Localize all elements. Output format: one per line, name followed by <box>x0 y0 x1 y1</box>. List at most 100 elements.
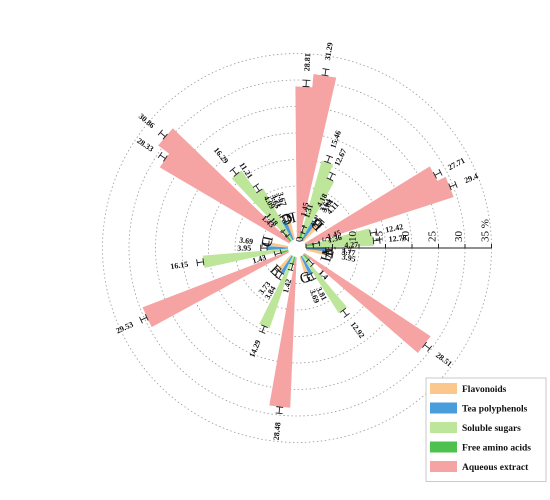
value-label-free-amino-acids-i: 1.31 <box>302 203 315 219</box>
value-label-free-amino-acids-e: 1.42 <box>281 278 293 294</box>
value-label-free-amino-acids-a: 1.45 <box>326 228 342 241</box>
bar-soluble-sugars-e <box>259 256 295 329</box>
error-bar-flavonoids-d <box>262 242 269 245</box>
category-label-a: A <box>319 246 337 259</box>
error-bar-aqueous-extract-c <box>159 154 166 159</box>
error-cap-flavonoids-e <box>271 272 278 278</box>
error-cap-inner-aqueous-extract-a <box>432 172 437 179</box>
error-bar-aqueous-extract-g <box>424 344 430 350</box>
error-cap-aqueous-extract-k <box>157 129 163 136</box>
error-cap-soluble-sugars-e <box>258 330 266 334</box>
error-cap-inner-aqueous-extract-c <box>163 155 168 162</box>
error-cap-aqueous-extract-h <box>454 181 458 188</box>
error-bar-tea-polyphenols-k <box>281 216 286 223</box>
axis-tick-label-10: 10 <box>347 231 359 243</box>
error-cap-inner-flavonoids-i <box>314 222 321 228</box>
error-cap-inner-aqueous-extract-g <box>422 341 428 348</box>
axis-tick-label-5: 5 <box>321 236 333 242</box>
error-cap-inner-aqueous-extract-i <box>321 74 329 77</box>
error-bar-aqueous-extract-a <box>434 171 441 176</box>
bar-tea-polyphenols-i <box>301 223 315 241</box>
value-label-flavonoids-d: 3.69 <box>239 235 254 246</box>
bar-flavonoids-g <box>299 256 309 276</box>
legend-label-tea-polyphenols: Tea polyphenols <box>462 405 528 415</box>
axis-tick-label-30: 30 <box>453 231 465 243</box>
error-cap-inner-aqueous-extract-k <box>162 133 168 140</box>
error-bar-flavonoids-c <box>282 215 287 222</box>
bar-tea-polyphenols-d <box>267 246 289 251</box>
error-bar-free-amino-acids-i <box>301 226 305 233</box>
bar-free-amino-acids-h <box>305 243 313 247</box>
value-label-soluble-sugars-c: 16.29 <box>212 146 230 166</box>
error-cap-flavonoids-d <box>261 239 264 247</box>
bar-tea-polyphenols-k <box>283 221 294 241</box>
error-bar-soluble-sugars-a <box>370 231 377 234</box>
error-bar-flavonoids-g <box>306 274 310 281</box>
error-bar-flavonoids-e <box>274 270 280 276</box>
error-bar-aqueous-extract-e <box>278 406 281 414</box>
error-cap-aqueous-extract-a <box>438 169 443 176</box>
bar-aqueous-extract-i <box>297 73 337 240</box>
bar-free-amino-acids-g <box>302 253 310 261</box>
error-cap-soluble-sugars-h <box>378 236 381 244</box>
value-label-aqueous-extract-c: 28.33 <box>135 136 155 154</box>
error-cap-inner-soluble-sugars-e <box>261 324 268 328</box>
bar-soluble-sugars-g <box>301 254 347 314</box>
value-label-flavonoids-g: 3.69 <box>308 288 321 304</box>
error-cap-soluble-sugars-d <box>196 259 199 267</box>
axis-tick-label-25: 25 <box>427 231 439 243</box>
error-cap-tea-polyphenols-g <box>310 277 318 282</box>
legend-label-free-amino-acids: Free amino acids <box>462 444 531 454</box>
axis-tick-label-15: 15 <box>374 231 386 243</box>
error-bar-flavonoids-h <box>326 253 333 256</box>
error-cap-soluble-sugars-i <box>329 171 337 176</box>
value-label-flavonoids-h: 3.95 <box>341 252 356 264</box>
value-label-soluble-sugars-h: 12.78 <box>388 233 407 244</box>
error-bar-soluble-sugars-i <box>329 173 334 180</box>
error-bar-tea-polyphenols-i <box>312 218 317 225</box>
bar-free-amino-acids-e <box>291 256 296 265</box>
value-label-aqueous-extract-a: 27.71 <box>446 156 466 172</box>
bar-flavonoids-e <box>277 254 292 272</box>
error-bar-soluble-sugars-c <box>232 169 237 175</box>
error-cap-soluble-sugars-g <box>343 313 350 318</box>
value-label-flavonoids-k: 3.67 <box>276 191 289 207</box>
bar-soluble-sugars-a <box>305 228 372 247</box>
value-label-aqueous-extract-e: 28.48 <box>272 422 283 441</box>
error-cap-inner-soluble-sugars-a <box>369 229 372 237</box>
error-bar-free-amino-acids-h <box>312 242 320 245</box>
error-cap-inner-soluble-sugars-d <box>202 258 205 266</box>
legend-swatch-soluble-sugars <box>430 422 457 433</box>
axis-tick-label-20: 20 <box>400 231 412 243</box>
value-label-soluble-sugars-i: 12.67 <box>332 147 348 167</box>
value-label-flavonoids-a: 3.77 <box>341 247 356 257</box>
value-label-tea-polyphenols-d: 3.95 <box>237 244 251 253</box>
error-bar-aqueous-extract-h <box>449 184 457 188</box>
value-label-aqueous-extract-d: 29.53 <box>115 320 135 336</box>
bar-flavonoids-h <box>305 249 327 256</box>
error-bar-tea-polyphenols-g <box>310 273 315 280</box>
legend-swatch-tea-polyphenols <box>430 402 457 414</box>
error-bar-tea-polyphenols-e <box>278 272 283 279</box>
radial-axis: 0 5 10 15 20 25 30 35 % <box>294 219 492 249</box>
error-bar-aqueous-extract-k <box>160 132 166 137</box>
error-cap-tea-polyphenols-i <box>313 216 320 222</box>
error-bar-free-amino-acids-g <box>308 259 314 265</box>
error-cap-inner-soluble-sugars-i <box>326 177 334 182</box>
value-label-free-amino-acids-d: 1.43 <box>251 253 267 266</box>
value-label-aqueous-extract-g: 28.51 <box>434 351 454 369</box>
bar-aqueous-extract-d <box>142 251 290 328</box>
bar-aqueous-extract-a <box>304 166 440 245</box>
value-label-tea-polyphenols-a: 4.27 <box>344 240 358 250</box>
error-bar-soluble-sugars-b <box>327 156 331 163</box>
bar-aqueous-extract-h <box>305 176 454 246</box>
error-bar-flavonoids-k <box>286 214 290 221</box>
axis-tick-label-0: 0 <box>294 236 306 242</box>
error-cap-soluble-sugars-k <box>252 183 260 188</box>
error-cap-flavonoids-i <box>318 217 325 224</box>
error-cap-inner-soluble-sugars-k <box>256 188 263 194</box>
error-cap-inner-aqueous-extract-h <box>448 183 452 191</box>
bar-aqueous-extract-k <box>158 128 291 243</box>
error-cap-inner-soluble-sugars-g <box>339 307 347 313</box>
